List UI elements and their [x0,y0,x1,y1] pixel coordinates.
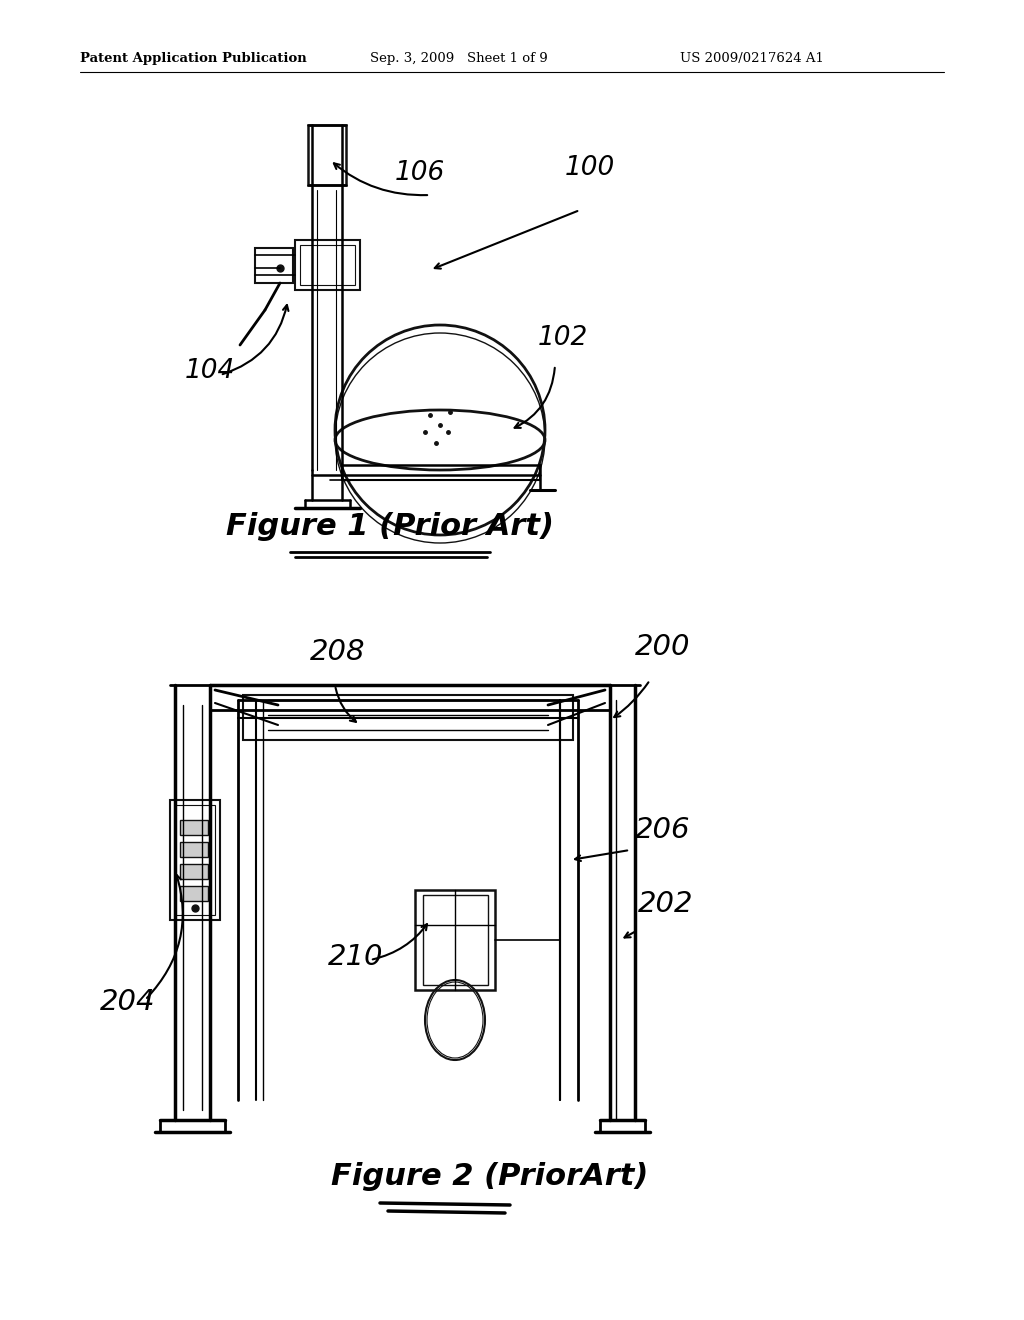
Bar [415,890,495,990]
Bar [175,805,215,915]
Text: 200: 200 [635,634,690,661]
Bar [300,246,355,285]
Text: 208: 208 [310,638,366,667]
Bar [170,800,220,920]
Text: 210: 210 [328,942,384,972]
Bar [243,696,573,741]
Bar [180,865,208,879]
Text: US 2009/0217624 A1: US 2009/0217624 A1 [680,51,824,65]
Text: Patent Application Publication: Patent Application Publication [80,51,307,65]
Bar [255,248,293,282]
Bar [295,240,360,290]
Bar [308,125,346,185]
Text: 102: 102 [538,325,588,351]
Text: 104: 104 [185,358,236,384]
Text: 204: 204 [100,987,156,1016]
Bar [423,895,488,985]
Text: 106: 106 [395,160,445,186]
Bar [180,886,208,902]
Text: Sep. 3, 2009   Sheet 1 of 9: Sep. 3, 2009 Sheet 1 of 9 [370,51,548,65]
Text: Figure 2 (PriorArt): Figure 2 (PriorArt) [332,1162,648,1191]
Text: 202: 202 [638,890,693,917]
Text: Figure 1 (Prior Art): Figure 1 (Prior Art) [226,512,554,541]
Text: 100: 100 [565,154,615,181]
Text: 206: 206 [635,816,690,843]
Bar [180,820,208,836]
Bar [180,842,208,857]
